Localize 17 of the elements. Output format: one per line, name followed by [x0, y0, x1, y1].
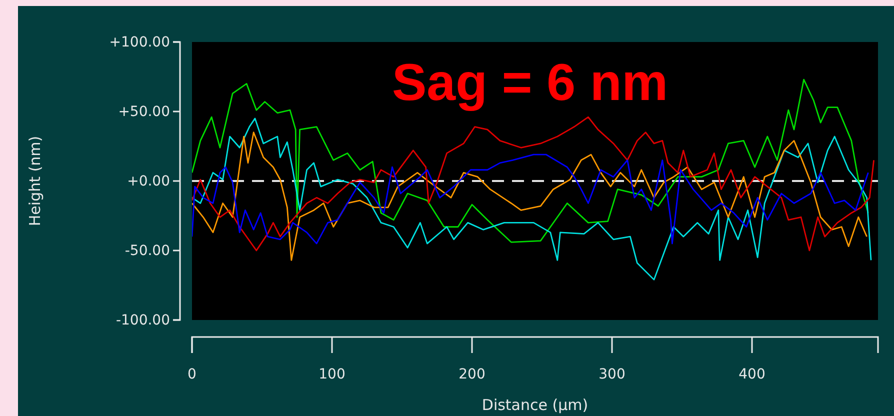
x-tick-label: 400 [738, 366, 766, 382]
y-tick-label: -50.00 [124, 242, 170, 259]
y-tick-label: +50.00 [118, 104, 170, 120]
line-series [192, 116, 874, 252]
x-tick-label: 200 [458, 366, 486, 382]
x-axis-title: Distance (µm) [482, 396, 588, 414]
y-tick-label: +100.00 [109, 34, 170, 50]
x-tick-label: 0 [188, 366, 196, 382]
x-tick-label: 100 [318, 366, 346, 382]
line-series [192, 132, 868, 261]
y-axis-title: Height (nm) [26, 136, 44, 226]
annotation: Sag = 6 nm [392, 54, 668, 112]
line-series [192, 118, 872, 280]
y-tick-label: +0.00 [127, 173, 170, 190]
x-tick-label: 300 [598, 366, 626, 382]
y-tick-label: -100.00 [116, 312, 170, 328]
line-series [192, 154, 869, 244]
